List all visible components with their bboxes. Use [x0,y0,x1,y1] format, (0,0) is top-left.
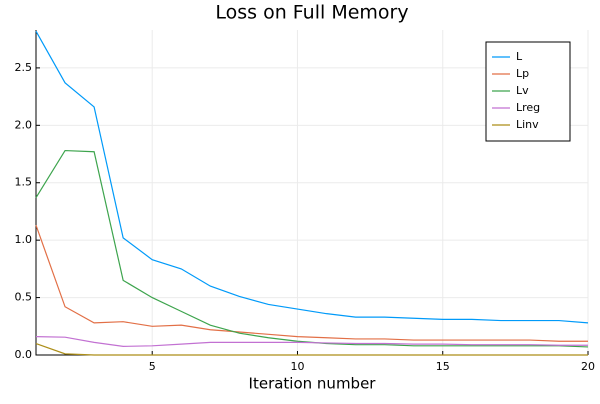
chart-title: Loss on Full Memory [215,2,408,24]
legend-label: L [516,50,523,63]
series-line [35,342,588,356]
y-tick-label: 0.0 [15,348,33,361]
series-line [35,336,588,347]
series-line [35,149,589,348]
legend-label: Linv [516,118,539,131]
y-tick-label: 2.0 [15,118,33,131]
legend-label: Lv [516,84,529,97]
y-tick-label: 1.0 [15,233,33,246]
x-tick-label: 10 [290,360,304,373]
x-tick-label: 20 [581,360,595,373]
x-tick-label: 15 [436,360,450,373]
x-axis-label: Iteration number [249,375,377,393]
y-tick-label: 1.5 [15,176,33,189]
legend-label: Lreg [516,101,540,114]
y-tick-label: 0.5 [15,291,33,304]
series-line [35,30,589,324]
x-tick-label: 5 [149,360,156,373]
y-tick-label: 2.5 [15,61,33,74]
legend-label: Lp [516,67,529,80]
series-line [35,225,588,342]
